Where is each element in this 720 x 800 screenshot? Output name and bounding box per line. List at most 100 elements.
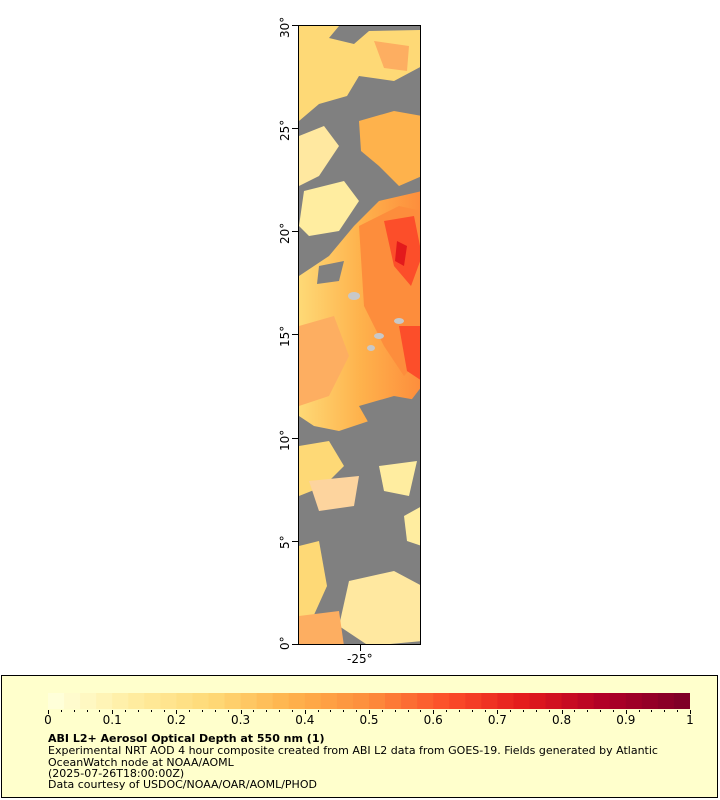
colorbar-tick [651,710,653,712]
colorbar-cell [561,693,579,709]
colorbar-cell [112,693,129,709]
colorbar-cell [208,693,226,709]
colorbar-cell [449,693,466,709]
colorbar-tick [137,710,139,712]
colorbar-tick-label: 0.3 [231,713,251,727]
colorbar-tick-label: 0.2 [166,713,186,727]
colorbar [48,693,690,709]
colorbar-cell [609,693,627,709]
colorbar-tick [73,710,75,712]
colorbar-cell [369,693,386,709]
lon-tick [360,645,361,651]
colorbar-cell [657,693,675,709]
colorbar-tick-label: 0.1 [102,713,122,727]
colorbar-cell [304,693,322,709]
colorbar-cell [128,693,145,709]
colorbar-cell [641,693,659,709]
colorbar-cell [385,693,402,709]
colorbar-tick [497,710,499,714]
colorbar-cell [288,693,306,709]
colorbar-tick [446,710,448,712]
colorbar-cell [160,693,177,709]
colorbar-tick [356,710,358,712]
colorbar-tick [381,710,383,712]
legend-description: Experimental NRT AOD 4 hour composite cr… [48,745,658,768]
colorbar-tick [394,710,396,712]
colorbar-tick-label: 0.5 [359,713,379,727]
colorbar-tick [574,710,576,712]
colorbar-tick-label: 0.9 [616,713,636,727]
lat-tick [292,438,298,439]
colorbar-tick [548,710,550,712]
colorbar-cell [352,693,370,709]
colorbar-tick [279,710,281,712]
lon-label: -25° [347,652,373,666]
colorbar-cell [272,693,290,709]
colorbar-tick [343,710,345,712]
colorbar-tick [433,710,435,714]
colorbar-cell [529,693,547,709]
colorbar-cell [497,693,514,709]
colorbar-cell [545,693,563,709]
colorbar-cell [481,693,498,709]
colorbar-tick [266,710,268,712]
colorbar-tick [369,710,370,714]
lat-tick [292,25,298,26]
lat-label-0: 0° [278,636,292,650]
lat-label-15: 15° [278,325,292,347]
lat-label-30: 30° [278,16,292,38]
colorbar-cell [96,693,113,709]
colorbar-tick [510,710,512,712]
lat-tick [292,644,298,645]
colorbar-cell [80,693,97,709]
colorbar-tick [330,710,332,712]
colorbar-tick [112,710,114,714]
lat-label-25: 25° [278,119,292,141]
colorbar-cell [625,693,643,709]
colorbar-tick [227,710,229,712]
colorbar-tick [561,710,563,714]
legend-title: ABI L2+ Aerosol Optical Depth at 550 nm … [48,732,325,745]
colorbar-tick [484,710,486,712]
colorbar-tick [690,710,691,714]
colorbar-tick [99,710,101,712]
legend-description-line1: Experimental NRT AOD 4 hour composite cr… [48,744,658,757]
lat-tick [292,541,298,542]
colorbar-cell [64,693,81,709]
colorbar-tick [677,710,679,712]
colorbar-cell [176,693,193,709]
colorbar-tick [291,710,293,712]
colorbar-tick [638,710,640,712]
colorbar-tick [625,710,627,714]
colorbar-cell [673,693,690,709]
colorbar-cell [593,693,611,709]
colorbar-tick-label: 0.7 [487,713,507,727]
colorbar-tick [202,710,204,712]
lat-tick [292,231,298,232]
colorbar-tick [163,710,165,712]
colorbar-cell [48,693,65,709]
colorbar-tick [304,710,306,714]
colorbar-tick [471,710,473,712]
colorbar-tick [407,710,409,712]
colorbar-tick [253,710,255,712]
colorbar-tick [664,710,666,712]
colorbar-cell [224,693,242,709]
legend-description-line2: OceanWatch node at NOAA/AOML [48,755,234,769]
legend-timestamp: (2025-07-26T18:00:00Z) [48,767,185,780]
colorbar-tick [125,710,127,712]
colorbar-tick-label: 1 [686,713,694,727]
colorbar-tick [189,710,191,712]
colorbar-tick [458,710,460,712]
colorbar-cell [401,693,418,709]
colorbar-tick [214,710,216,712]
colorbar-tick [535,710,537,712]
colorbar-tick-label: 0.8 [552,713,572,727]
colorbar-cell [513,693,530,709]
colorbar-tick-label: 0 [44,713,52,727]
aod-map-image [299,26,420,644]
lat-tick [292,334,298,335]
colorbar-tick [48,710,49,714]
lat-label-5: 5° [278,535,292,549]
colorbar-tick [523,710,525,712]
